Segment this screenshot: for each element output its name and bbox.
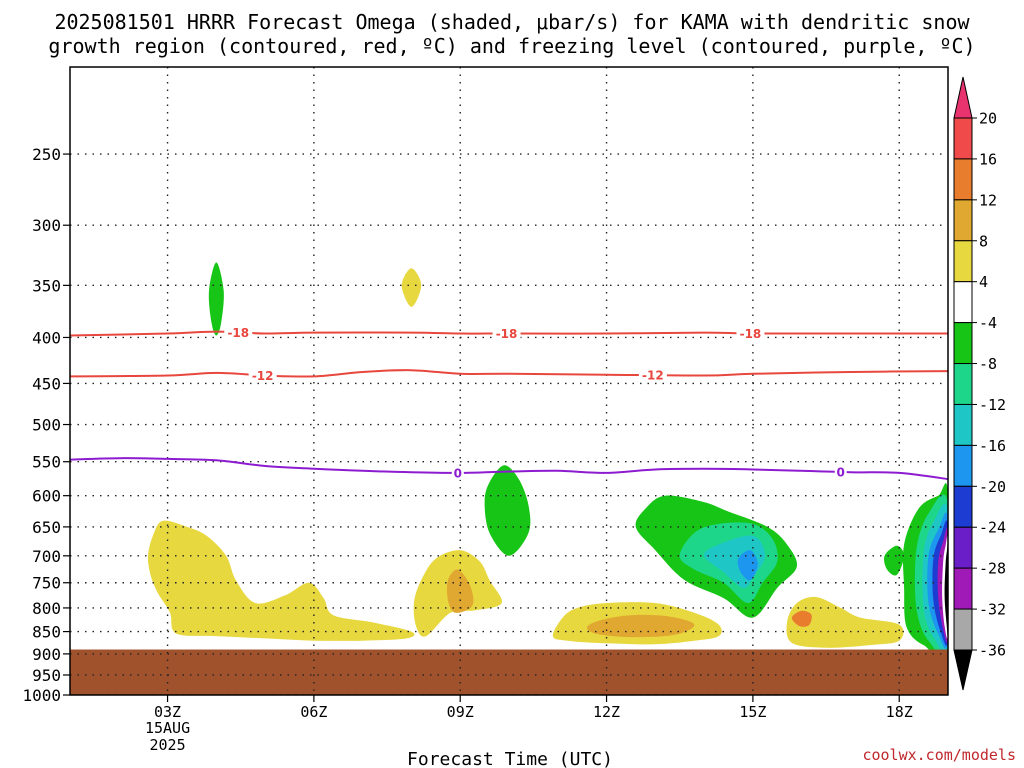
- contour-label-bg--18-3: [736, 326, 765, 341]
- colorbar-band-13: [953, 608, 973, 651]
- contour-label-bg--12-2: [638, 368, 667, 383]
- plot-area: -18 -18 -18 -12 -12 0 0: [70, 67, 948, 695]
- x-tick-date: 15AUG: [145, 719, 190, 737]
- y-tick-label-950: 950: [32, 666, 61, 685]
- colorbar-label--16: -16: [979, 437, 1006, 455]
- colorbar-band-6: [953, 322, 973, 365]
- contour-label-bg-0-2: [834, 464, 847, 479]
- omega-region-15: [884, 545, 905, 576]
- colorbar-label--24: -24: [979, 519, 1006, 537]
- y-tick-label-500: 500: [32, 416, 61, 435]
- colorbar-label--32: -32: [979, 601, 1006, 619]
- y-tick-label-750: 750: [32, 574, 61, 593]
- colorbar-band-10: [953, 485, 973, 528]
- contour-label-bg--18-1: [224, 325, 253, 340]
- omega-region-2: [401, 268, 422, 307]
- omega-region-13: [786, 596, 904, 648]
- y-tick-label-550: 550: [32, 453, 61, 472]
- colorbar-label--8: -8: [979, 355, 997, 373]
- colorbar-label--36: -36: [979, 642, 1006, 660]
- colorbar-band-11: [953, 526, 973, 569]
- x-tick-label-12Z: 12Z: [593, 703, 620, 721]
- omega-region-5: [446, 569, 474, 613]
- contour-label--18-2: -18: [496, 327, 518, 341]
- omega-region-1: [208, 262, 224, 336]
- y-tick-label-700: 700: [32, 547, 61, 566]
- y-axis: 250 300 350 400 450 500 550 600 650 700 750 800 850 9…: [22, 145, 70, 705]
- colorbar-band-2: [953, 158, 973, 201]
- terrain-fill: [70, 649, 948, 695]
- colorbar-extend-bottom: [953, 649, 973, 691]
- x-tick-label-03Z: 03Z: [154, 703, 181, 721]
- contour-label-bg--18-2: [492, 326, 521, 341]
- y-tick-label-350: 350: [32, 276, 61, 295]
- colorbar-label--28: -28: [979, 560, 1006, 578]
- y-tick-label-1000: 1000: [22, 686, 61, 705]
- colorbar-label--4: -4: [979, 314, 997, 332]
- contour-label--18-1: -18: [227, 326, 249, 340]
- colorbar-band-9: [953, 444, 973, 487]
- contour-line--12: [70, 369, 948, 378]
- plot-frame: [69, 66, 949, 696]
- omega-region-8: [586, 614, 695, 638]
- y-tick-label-400: 400: [32, 328, 61, 347]
- y-tick-label-900: 900: [32, 645, 61, 664]
- x-tick-year: 2025: [149, 736, 185, 754]
- colorbar-label-12: 12: [979, 191, 997, 209]
- y-tick-label-600: 600: [32, 487, 61, 506]
- x-tick-label-15Z: 15Z: [739, 703, 766, 721]
- y-tick-label-450: 450: [32, 374, 61, 393]
- colorbar-band-12: [953, 567, 973, 610]
- y-tick-label-250: 250: [32, 145, 61, 164]
- colorbar-band-3: [953, 199, 973, 242]
- colorbar-band-5: [953, 281, 973, 324]
- colorbar-label-4: 4: [979, 273, 988, 291]
- colorbar-label-16: 16: [979, 150, 997, 168]
- contour-label-0-2: 0: [837, 465, 845, 479]
- colorbar-band-7: [953, 363, 973, 405]
- contour-layer: -18 -18 -18 -12 -12 0 0: [70, 325, 948, 480]
- colorbar-label--20: -20: [979, 478, 1006, 496]
- colorbar: 20 16 12 8 4 -4 -8 -12 -16 -20 -24 -28 -32 -36: [953, 76, 1006, 691]
- colorbar-label--12: -12: [979, 396, 1006, 414]
- colorbar-band-1: [953, 117, 973, 160]
- omega-region-23: [944, 541, 948, 636]
- contour-line-0: [70, 457, 948, 481]
- colorbar-extend-top: [953, 76, 973, 119]
- contour-label-0-1: 0: [454, 466, 462, 480]
- terrain-layer: [70, 649, 948, 695]
- contour-label-bg--12-1: [248, 368, 277, 383]
- chart-title-line-1: 2025081501 HRRR Forecast Omega (shaded, …: [54, 10, 970, 34]
- contour-label--12-2: -12: [642, 369, 664, 383]
- y-tick-label-800: 800: [32, 599, 61, 618]
- omega-region-3: [147, 520, 415, 641]
- omega-region-14: [791, 610, 812, 627]
- omega-shading-layer: [147, 262, 948, 659]
- contour-label--18-3: -18: [740, 327, 762, 341]
- contour-label--12-1: -12: [252, 369, 274, 383]
- x-axis-title: Forecast Time (UTC): [407, 749, 613, 768]
- colorbar-band-4: [953, 240, 973, 283]
- y-tick-label-650: 650: [32, 518, 61, 537]
- colorbar-label-20: 20: [979, 110, 997, 128]
- y-tick-label-300: 300: [32, 216, 61, 235]
- chart-title-line-2: growth region (contoured, red, ºC) and f…: [48, 34, 975, 58]
- colorbar-band-8: [953, 403, 973, 446]
- y-tick-label-850: 850: [32, 623, 61, 642]
- omega-region-12: [737, 550, 758, 581]
- omega-region-6: [484, 465, 531, 556]
- x-tick-label-18Z: 18Z: [886, 703, 913, 721]
- x-tick-label-06Z: 06Z: [300, 703, 327, 721]
- x-tick-label-09Z: 09Z: [447, 703, 474, 721]
- contour-label-bg-0-1: [451, 465, 464, 480]
- credit-text: coolwx.com/models: [862, 746, 1016, 764]
- colorbar-label-8: 8: [979, 232, 988, 250]
